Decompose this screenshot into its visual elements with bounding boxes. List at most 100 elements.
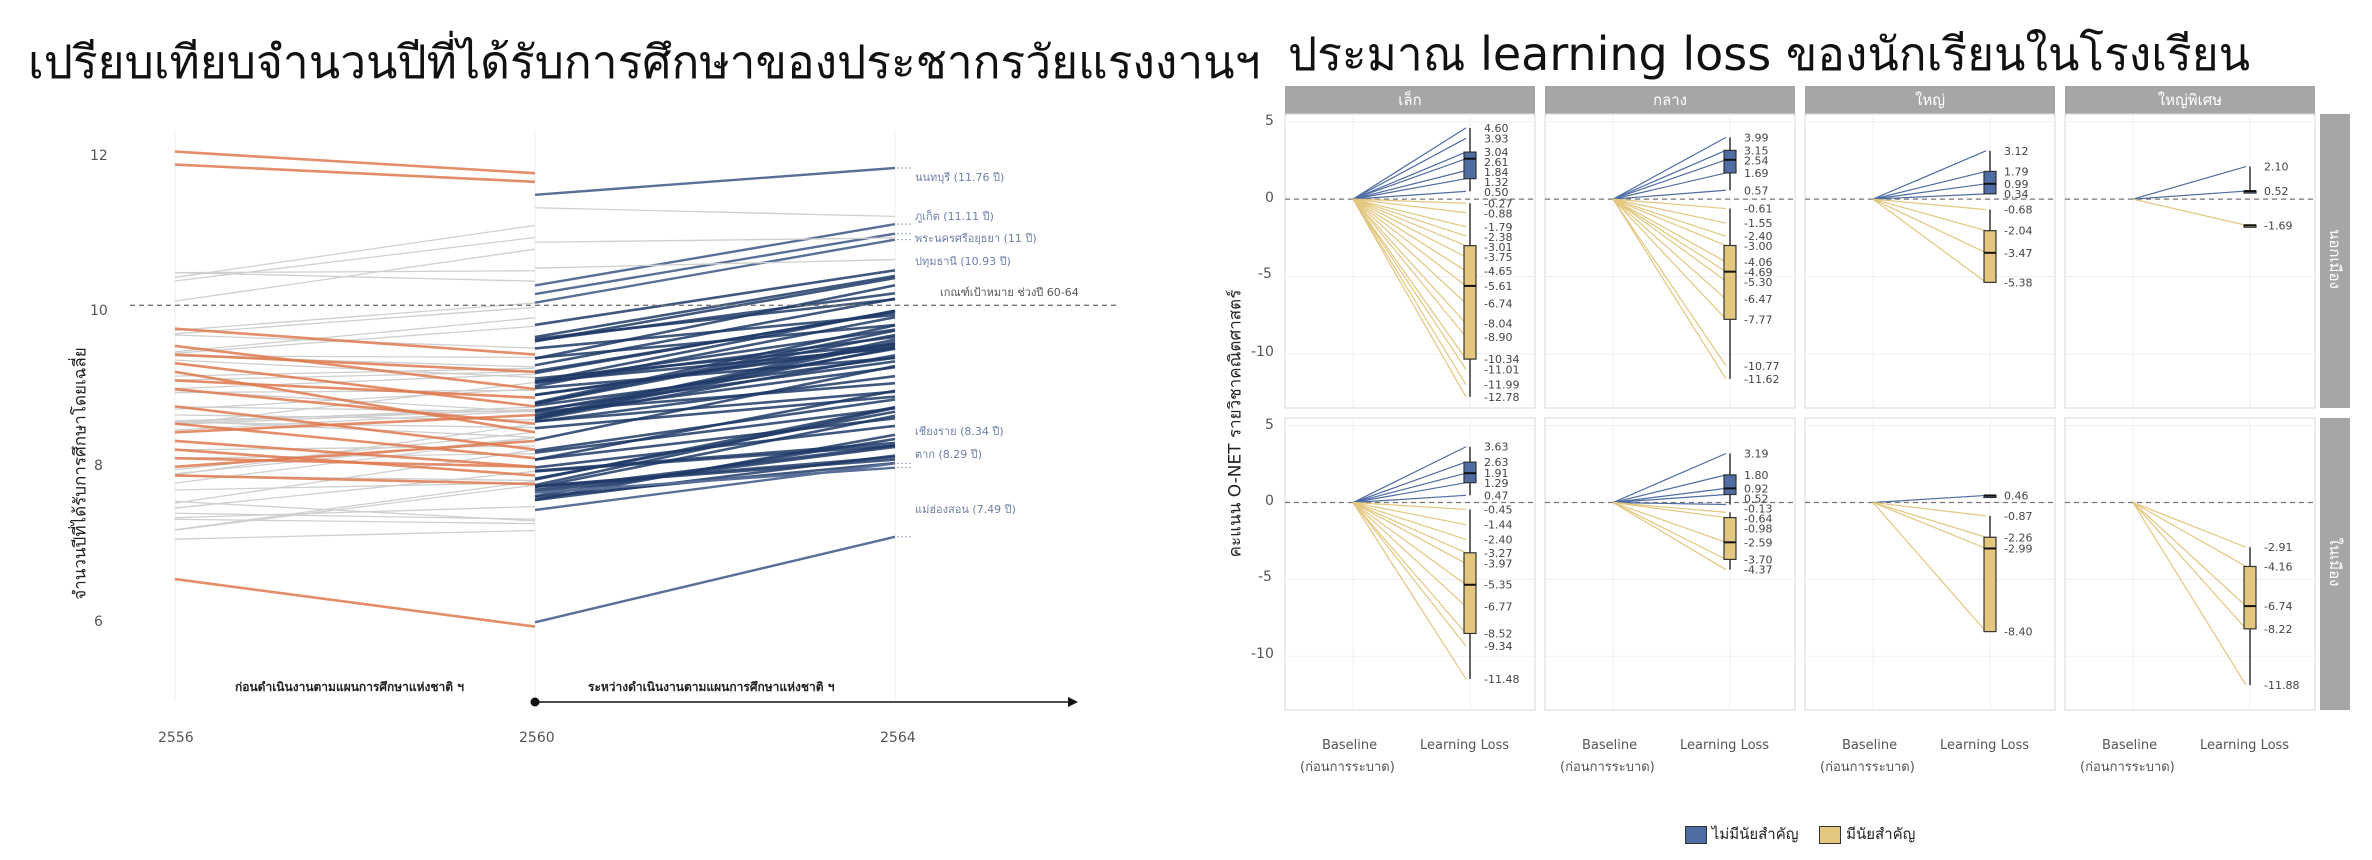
value-label: -10.34 [1484,353,1519,366]
school-line-significant [1352,198,1467,204]
school-line-significant [1872,501,1987,550]
value-label: -8.52 [1484,627,1512,640]
school-line-not-significant [1612,487,1727,504]
province-line-before [174,453,536,459]
value-label: -8.04 [1484,318,1512,331]
school-line-significant [1612,198,1727,282]
phase-label-before: ก่อนดำเนินงานตามแผนการศึกษาแห่งชาติ ฯ [235,680,465,694]
province-line-improving [534,414,896,489]
school-line-significant [1352,198,1467,247]
province-line-improving [534,347,896,413]
school-line-significant [1352,502,1467,608]
school-line-significant [1872,502,1987,633]
province-line-improving [534,311,896,373]
value-label: -1.44 [1484,519,1512,532]
school-line-significant [1612,198,1727,224]
province-line-improving [534,395,896,430]
value-label: 2.63 [1484,456,1509,469]
x-tick-baseline: Baseline [1322,738,1378,753]
province-line-improving [534,445,896,494]
school-line-significant [1352,502,1467,680]
school-line-not-significant [1352,494,1467,504]
school-line-significant [1612,198,1727,210]
value-label: -5.30 [1744,276,1772,289]
value-label: -2.26 [2004,531,2032,544]
province-line-before [174,306,536,335]
value-label: -11.48 [1484,673,1519,686]
value-label: 1.84 [1484,166,1509,179]
value-label: 1.79 [2004,165,2029,178]
value-label: -2.04 [2004,225,2032,238]
school-line-not-significant [1612,136,1727,200]
boxplot-not-significant [1723,474,1737,496]
x-tick-baseline-sub: (ก่อนการระบาด) [1560,760,1655,775]
school-line-significant [1352,198,1467,304]
school-line-significant [1612,198,1727,300]
value-label: 3.93 [1484,132,1509,145]
x-tick-baseline-sub: (ก่อนการระบาด) [1300,760,1395,775]
province-line-improving [534,437,896,498]
value-label: 1.29 [1484,477,1509,490]
school-line-significant [1352,198,1467,258]
province-line-before [174,409,536,431]
value-label: -8.22 [2264,623,2292,636]
value-label: -0.88 [1484,207,1512,220]
value-label: 1.32 [1484,176,1509,189]
value-label: -9.34 [1484,640,1512,653]
school-line-not-significant [1612,501,1727,506]
school-line-significant [1352,198,1467,370]
school-line-significant [1612,198,1727,320]
value-label: 1.80 [1744,469,1769,482]
facet-panel [1284,417,1536,711]
school-line-significant [1612,501,1727,513]
facet-panel [1804,417,2056,711]
school-line-significant [1612,501,1727,560]
value-label: -2.38 [1484,231,1512,244]
school-line-not-significant [1352,482,1467,504]
province-line-before [174,359,536,379]
boxplot-significant [1983,230,1997,283]
school-line-significant [1352,502,1467,634]
boxplot-not-significant [1983,170,1997,195]
value-label: -4.65 [1484,265,1512,278]
school-line-not-significant [1612,452,1727,504]
province-line-improving [534,417,896,461]
province-line-before [174,445,536,451]
province-line-declining [174,163,536,184]
school-line-not-significant [1612,159,1727,200]
facet-panel [2064,113,2316,409]
boxplot-significant [1723,244,1737,320]
school-line-not-significant [1612,493,1727,504]
province-line-before [174,449,536,504]
school-line-significant [1612,502,1727,571]
province-label: ภูเก็ต (11.11 ปี) [915,210,994,223]
facet-strip-rural: นอกเมือง [2320,114,2350,408]
right-y-tick: 0 [1265,493,1274,509]
province-line-declining [174,370,536,434]
school-line-significant [1352,198,1467,214]
value-label: -11.01 [1484,363,1519,376]
facet-strip-medium: กลาง [1545,86,1795,114]
value-label: -3.00 [1744,240,1772,253]
school-line-not-significant [1612,149,1727,200]
province-line-improving [534,356,896,390]
school-line-not-significant [1352,446,1467,504]
school-line-not-significant [1352,472,1467,504]
province-line-before [174,406,536,413]
province-label: นนทบุรี (11.76 ปี) [915,171,1005,184]
value-label: 1.91 [1484,467,1509,480]
right-chart-title: ประมาณ learning loss ของนักเรียนในโรงเรี… [1288,27,2251,81]
value-label: -5.61 [1484,280,1512,293]
value-label: -6.74 [1484,297,1512,310]
school-line-significant [1872,198,1987,283]
value-label: 2.10 [2264,161,2289,174]
school-line-significant [1352,502,1467,647]
value-label: -1.55 [1744,217,1772,230]
boxplot-not-significant [1463,151,1477,180]
value-label: -6.74 [2264,600,2292,613]
province-line-declining [174,327,536,356]
school-line-not-significant [1872,150,1987,200]
facet-panel [1544,113,1796,409]
province-line-before [174,529,536,540]
